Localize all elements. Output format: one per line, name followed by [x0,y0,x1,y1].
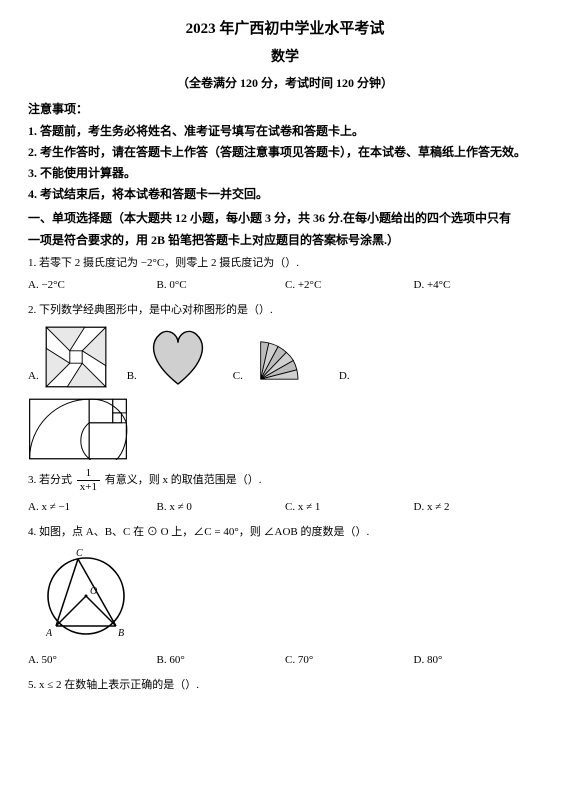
q3-stem: 3. 若分式 1 x+1 有意义，则 x 的取值范围是（）. [28,468,542,493]
q2-fig-b-wrap: B. [127,324,213,388]
q4-choice-d: D. 80° [414,652,543,669]
q3-frac-den: x+1 [77,481,100,493]
q1-stem: 1. 若零下 2 摄氏度记为 −2°C，则零上 2 摄氏度记为（）. [28,255,542,272]
q3-fraction: 1 x+1 [77,468,100,493]
notice-item-2: 2. 考生作答时，请在答题卡上作答（答题注意事项见答题卡），在本试卷、草稿纸上作… [28,143,542,161]
q2-fig-a-wrap: A. [28,326,107,388]
q3-frac-num: 1 [77,468,100,481]
q1-choice-b: B. 0°C [157,277,286,294]
exam-note: （全卷满分 120 分，考试时间 120 分钟） [28,74,542,92]
notice-item-4: 4. 考试结束后，将本试卷和答题卡一并交回。 [28,185,542,203]
q1-choice-d: D. +4°C [414,277,543,294]
q2-label-b: B. [127,368,137,385]
notice-item-1: 1. 答题前，考生务必将姓名、准考证号填写在试卷和答题卡上。 [28,122,542,140]
q2-fig-d-wrap: D. [339,368,350,389]
q1-stem-a: 1. 若零下 2 摄氏度记为 [28,257,141,269]
exam-subject: 数学 [28,47,542,68]
label-a: A [45,628,53,639]
q1-choice-a: A. −2°C [28,277,157,294]
q4-choice-b: B. 60° [157,652,286,669]
q2-fig-d-spiral [28,398,542,460]
q3-choice-d: D. x ≠ 2 [414,499,543,516]
label-c: C [76,548,83,559]
q1-stem-b: −2°C [141,257,164,269]
q3-choice-a: A. x ≠ −1 [28,499,157,516]
label-b: B [118,628,124,639]
q1-stem-c: ，则零上 2 摄氏度记为（）. [164,257,299,269]
q3-choices: A. x ≠ −1 B. x ≠ 0 C. x ≠ 1 D. x ≠ 2 [28,499,542,516]
windmill-figure [45,326,107,388]
q3-choice-b: B. x ≠ 0 [157,499,286,516]
q3-choice-c: C. x ≠ 1 [285,499,414,516]
section1-head-line2: 一项是符合要求的，用 2B 铅笔把答题卡上对应题目的答案标号涂黑.） [28,231,542,249]
q4-choice-c: C. 70° [285,652,414,669]
q5-stem: 5. x ≤ 2 在数轴上表示正确的是（）. [28,677,542,694]
golden-spiral-figure [28,398,128,460]
exam-title: 2023 年广西初中学业水平考试 [28,18,542,41]
heart-figure [143,324,213,388]
q3-stem-a: 3. 若分式 [28,474,75,486]
q3-stem-b: 有意义，则 x 的取值范围是（）. [105,474,262,486]
q4-stem: 4. 如图，点 A、B、C 在 ⊙ O 上，∠C = 40°，则 ∠AOB 的度… [28,524,542,541]
q2-label-d: D. [339,368,350,385]
q2-figure-row: A. B. C. D. [28,324,542,388]
q2-stem: 2. 下列数学经典图形中，是中心对称图形的是（）. [28,302,542,319]
notice-item-3: 3. 不能使用计算器。 [28,164,542,182]
q2-label-a: A. [28,368,39,385]
circle-figure: C O A B [36,546,136,646]
q4-choices: A. 50° B. 60° C. 70° D. 80° [28,652,542,669]
q2-label-c: C. [233,368,243,385]
q2-fig-c-wrap: C. [233,326,319,388]
label-o: O [90,586,97,597]
q4-choice-a: A. 50° [28,652,157,669]
section1-head-line1: 一、单项选择题（本大题共 12 小题，每小题 3 分，共 36 分.在每小题给出… [28,209,542,227]
fan-figure [249,326,319,388]
q4-figure-wrap: C O A B [36,546,542,646]
q1-choices: A. −2°C B. 0°C C. +2°C D. +4°C [28,277,542,294]
notice-head: 注意事项： [28,100,542,118]
q1-choice-c: C. +2°C [285,277,414,294]
